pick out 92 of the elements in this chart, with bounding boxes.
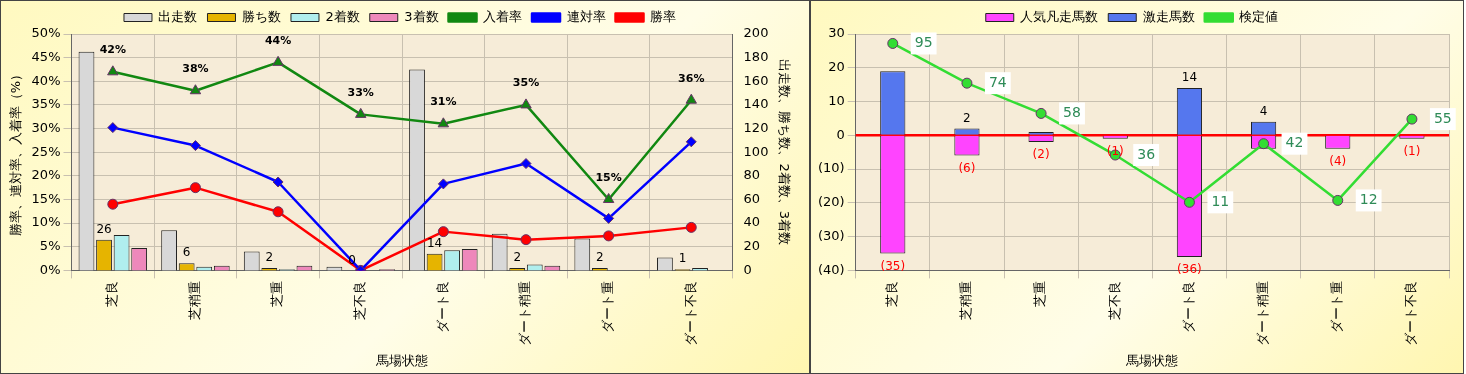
y-tick-label: 25% xyxy=(31,143,61,159)
legend-label: 連対率 xyxy=(566,8,606,24)
data-label: (4) xyxy=(1329,153,1347,168)
data-label: 2 xyxy=(265,250,274,265)
y2-tick-label: 200 xyxy=(743,25,769,41)
x-tick-label: 芝不良 xyxy=(1106,281,1122,321)
legend-label: 激走馬数 xyxy=(1142,8,1195,24)
data-label: 6 xyxy=(182,245,191,260)
y-tick-label: 5% xyxy=(39,238,61,254)
legend-label: 3着数 xyxy=(404,8,439,24)
data-label: 11 xyxy=(1211,192,1230,209)
data-label: 36 xyxy=(1137,145,1156,162)
y-tick-label: 30% xyxy=(31,119,61,135)
data-label: 14 xyxy=(1181,70,1198,85)
y2-tick-label: 60 xyxy=(743,190,761,206)
data-label: 2 xyxy=(596,250,604,265)
data-label: 1 xyxy=(678,251,687,266)
x-tick-label: 芝稍重 xyxy=(186,281,202,321)
x-axis-title: 馬場状態 xyxy=(375,352,429,368)
data-label: 31% xyxy=(430,95,457,109)
data-label: 95 xyxy=(914,34,933,51)
x-tick-label: 芝不良 xyxy=(352,281,368,321)
legend-label: 2着数 xyxy=(325,8,360,24)
x-tick-label: ダート不良 xyxy=(682,281,698,347)
x-tick-label: ダート良 xyxy=(1180,281,1196,334)
y2-tick-label: 120 xyxy=(743,119,769,135)
data-label: (2) xyxy=(1032,147,1050,162)
x-tick-label: 芝重 xyxy=(269,281,285,308)
y-tick-label: 0% xyxy=(39,261,61,277)
y-axis-title: 勝率、連対率、入着率（%） xyxy=(8,68,24,237)
x-tick-label: ダート重 xyxy=(1329,281,1345,334)
data-label: (1) xyxy=(1403,143,1421,158)
data-label: 74 xyxy=(988,73,1007,90)
legend-label: 勝ち数 xyxy=(241,8,281,24)
y-tick-label: 10 xyxy=(828,92,845,108)
y-tick-label: 35% xyxy=(31,96,61,112)
y-tick-label: 20 xyxy=(828,59,845,75)
legend-label: 人気凡走馬数 xyxy=(1020,8,1099,24)
data-label: (35) xyxy=(880,258,906,273)
y2-tick-label: 20 xyxy=(743,238,761,254)
x-tick-label: 芝良 xyxy=(104,281,120,308)
y-tick-label: 45% xyxy=(31,49,61,65)
x-tick-label: 芝良 xyxy=(884,281,900,308)
x-tick-label: 芝重 xyxy=(1032,281,1048,308)
legend-label: 勝率 xyxy=(650,8,677,24)
y-tick-label: 50% xyxy=(31,25,61,41)
legend-label: 出走数 xyxy=(158,8,198,24)
data-label: 36% xyxy=(678,71,705,85)
x-tick-label: ダート不良 xyxy=(1403,281,1419,347)
data-label: 2 xyxy=(963,110,971,125)
data-label: 15% xyxy=(595,170,622,184)
y-tick-label: 10% xyxy=(31,214,61,230)
y-tick-label: 30 xyxy=(828,25,845,41)
y-tick-label: (10) xyxy=(818,160,845,176)
x-tick-label: 芝稍重 xyxy=(958,281,974,321)
data-label: 0 xyxy=(348,252,356,267)
y2-tick-label: 100 xyxy=(743,143,769,159)
x-tick-label: ダート重 xyxy=(600,281,616,334)
y-tick-label: 15% xyxy=(31,190,61,206)
y-tick-label: (30) xyxy=(818,228,845,243)
y2-tick-label: 0 xyxy=(743,261,752,277)
data-label: (6) xyxy=(958,160,976,175)
data-label: 42% xyxy=(99,43,126,57)
data-label: 35% xyxy=(512,76,540,90)
data-label: 38% xyxy=(182,62,209,76)
y-tick-label: (40) xyxy=(818,261,845,277)
data-label: 55 xyxy=(1433,109,1452,126)
data-label: 26 xyxy=(96,221,112,236)
y2-axis-title: 出走数、勝ち数、2着数、3着数 xyxy=(776,59,792,245)
y2-tick-label: 140 xyxy=(743,96,769,112)
legend-label: 入着率 xyxy=(483,8,523,24)
x-axis-title: 馬場状態 xyxy=(1125,352,1179,368)
data-label: 12 xyxy=(1359,191,1378,208)
data-label: 4 xyxy=(1259,103,1268,118)
data-label: 42 xyxy=(1285,134,1304,151)
y-tick-label: (20) xyxy=(818,194,845,210)
y2-tick-label: 40 xyxy=(743,214,761,230)
y2-tick-label: 180 xyxy=(743,49,769,65)
y2-tick-label: 80 xyxy=(743,167,761,183)
legend-label: 検定値 xyxy=(1239,8,1279,24)
data-label: 58 xyxy=(1063,104,1081,121)
y-tick-label: 0 xyxy=(836,126,845,142)
y2-tick-label: 160 xyxy=(743,72,769,88)
x-tick-label: ダート稍重 xyxy=(517,281,533,347)
y-tick-label: 20% xyxy=(31,167,61,183)
data-label: 14 xyxy=(426,235,443,250)
data-label: 2 xyxy=(513,250,522,265)
data-label: 33% xyxy=(347,85,374,99)
x-tick-label: ダート良 xyxy=(434,281,450,334)
data-label: 44% xyxy=(264,33,292,47)
y-tick-label: 40% xyxy=(31,72,61,88)
x-tick-label: ダート稍重 xyxy=(1254,281,1270,347)
